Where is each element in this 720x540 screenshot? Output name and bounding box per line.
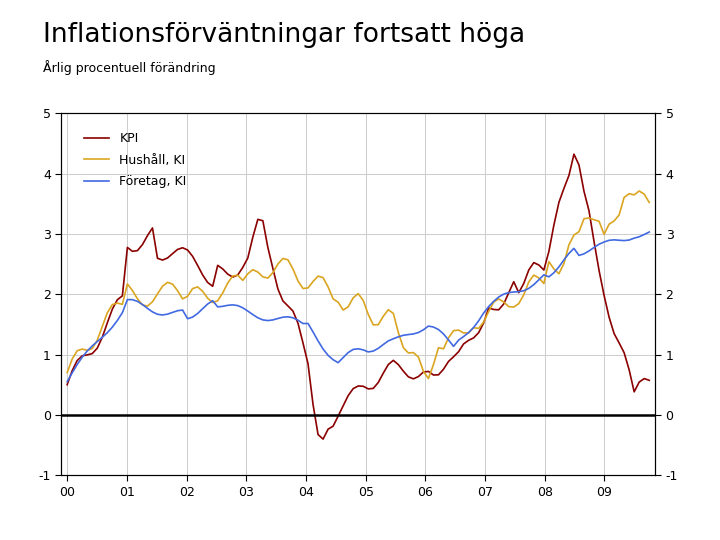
Text: Årlig procentuell förändring: Årlig procentuell förändring: [43, 60, 216, 75]
Företag, KI: [324, 352, 333, 359]
Hushåll, KI: [63, 369, 71, 376]
KPI: [329, 423, 338, 429]
Line: Hushåll, KI: Hushåll, KI: [67, 191, 649, 379]
Line: KPI: KPI: [67, 154, 649, 439]
Hushåll, KI: [635, 188, 644, 194]
Hushåll, KI: [218, 289, 227, 296]
KPI: [570, 151, 578, 158]
KPI: [184, 247, 192, 253]
Hushåll, KI: [610, 218, 618, 224]
Företag, KI: [174, 307, 182, 314]
Line: Företag, KI: Företag, KI: [67, 232, 649, 382]
Text: Inflationsförväntningar fortsatt höga: Inflationsförväntningar fortsatt höga: [43, 22, 526, 48]
Företag, KI: [218, 303, 227, 309]
Text: SVERIGES
RIKSBANK: SVERIGES RIKSBANK: [646, 39, 690, 59]
Hushåll, KI: [645, 199, 654, 206]
KPI: [63, 381, 71, 388]
KPI: [615, 340, 624, 346]
Legend: KPI, Hushåll, KI, Företag, KI: KPI, Hushåll, KI, Företag, KI: [79, 127, 192, 193]
Text: Anm.  Sista utfall för KPI och företagens inflationsförväntningar är från juli o: Anm. Sista utfall för KPI och företagens…: [14, 496, 370, 517]
Text: Källor: Konjunkturinstitutet och SCB: Källor: Konjunkturinstitutet och SCB: [479, 517, 706, 527]
Företag, KI: [198, 306, 207, 312]
Företag, KI: [63, 379, 71, 385]
KPI: [218, 266, 227, 272]
Hushåll, KI: [324, 284, 333, 290]
Företag, KI: [184, 315, 192, 322]
KPI: [319, 436, 328, 442]
Hushåll, KI: [184, 293, 192, 300]
KPI: [174, 246, 182, 253]
KPI: [198, 272, 207, 278]
Hushåll, KI: [198, 288, 207, 294]
Hushåll, KI: [424, 375, 433, 382]
Företag, KI: [645, 229, 654, 235]
Företag, KI: [605, 237, 613, 244]
KPI: [645, 377, 654, 383]
Hushåll, KI: [174, 287, 182, 294]
